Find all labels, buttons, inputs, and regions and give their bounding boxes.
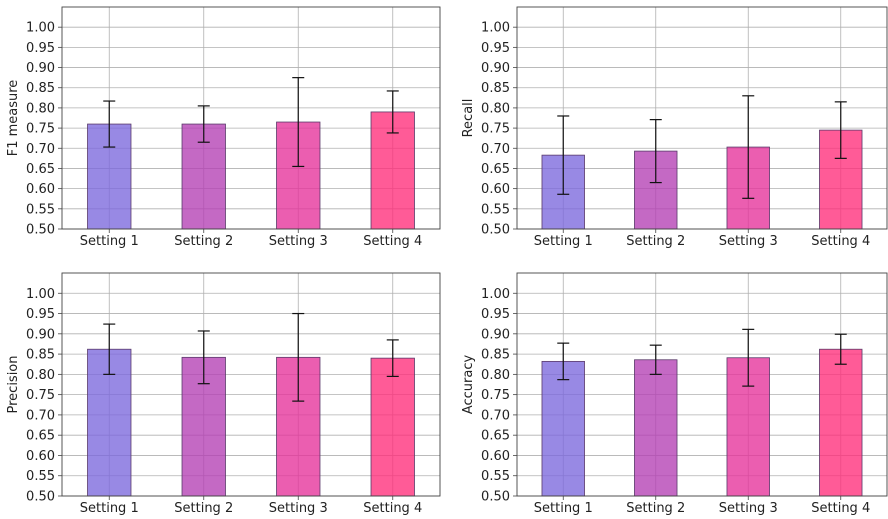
error-bar: [386, 90, 399, 134]
y-tick-label: 0.60: [26, 182, 55, 197]
y-tick-label: 0.70: [26, 142, 55, 157]
x-tick-label: Setting 4: [363, 501, 422, 516]
error-bar: [292, 312, 305, 402]
error-bar: [103, 323, 116, 375]
y-tick-label: 0.70: [26, 408, 55, 423]
y-tick-label: 0.90: [26, 61, 55, 76]
error-bar: [292, 77, 305, 168]
error-bar: [834, 101, 847, 159]
y-tick-label: 0.55: [481, 469, 510, 484]
error-bar: [834, 333, 847, 365]
y-tick-label: 0.65: [481, 162, 510, 177]
y-tick-label: 0.85: [26, 348, 55, 363]
y-tick-label: 0.85: [481, 81, 510, 96]
y-tick-label: 0.65: [26, 429, 55, 444]
y-tick-label: 0.90: [26, 327, 55, 342]
y-tick-label: 0.75: [481, 388, 510, 403]
y-axis-label: Recall: [461, 99, 476, 138]
x-tick-label: Setting 1: [80, 234, 139, 249]
chart-precision: 0.50 0.55 0.60 0.65 0.70 0.75 0.80 0.85 0.90 0.95…: [6, 272, 441, 516]
y-tick-label: 0.50: [481, 223, 510, 238]
error-bar: [742, 95, 755, 199]
y-tick-label: 0.50: [26, 223, 55, 238]
y-tick-label: 0.80: [481, 101, 510, 116]
bar-setting-2: [634, 359, 678, 497]
y-tick-label: 0.55: [481, 202, 510, 217]
y-tick-label: 0.60: [481, 449, 510, 464]
x-tick-label: Setting 3: [719, 234, 778, 249]
x-tick-label: Setting 3: [719, 501, 778, 516]
y-tick-label: 0.70: [481, 408, 510, 423]
y-tick-label: 1.00: [26, 21, 55, 36]
error-bar: [386, 339, 399, 377]
y-tick-label: 0.80: [481, 368, 510, 383]
axes-frame: [516, 6, 888, 230]
x-tick-label: Setting 4: [363, 234, 422, 249]
y-axis-label: Precision: [6, 355, 21, 413]
y-tick-label: 0.90: [481, 61, 510, 76]
error-bar: [103, 100, 116, 148]
y-tick-label: 0.55: [26, 469, 55, 484]
x-tick-label: Setting 4: [811, 234, 870, 249]
x-tick-label: Setting 3: [269, 234, 328, 249]
y-tick-label: 0.95: [26, 41, 55, 56]
y-tick-label: 0.75: [481, 122, 510, 137]
y-tick-label: 0.75: [26, 122, 55, 137]
y-tick-label: 0.60: [481, 182, 510, 197]
bar-setting-4: [370, 357, 415, 497]
y-axis-label: F1 measure: [6, 80, 21, 157]
y-tick-label: 0.95: [26, 307, 55, 322]
y-axis-label: Accuracy: [461, 355, 476, 415]
y-tick-label: 0.85: [26, 81, 55, 96]
error-bar: [649, 119, 662, 184]
chart-f1-measure: 0.50 0.55 0.60 0.65 0.70 0.75 0.80 0.85 0.90 0.95…: [6, 6, 441, 249]
x-tick-label: Setting 2: [174, 501, 233, 516]
bar-setting-1: [541, 360, 585, 497]
y-tick-label: 0.80: [26, 368, 55, 383]
chart-accuracy: 0.50 0.55 0.60 0.65 0.70 0.75 0.80 0.85 0.90 0.95…: [461, 272, 888, 516]
x-tick-label: Setting 1: [80, 501, 139, 516]
y-tick-label: 0.95: [481, 41, 510, 56]
y-tick-label: 0.65: [26, 162, 55, 177]
x-tick-label: Setting 3: [269, 501, 328, 516]
x-tick-label: Setting 4: [811, 501, 870, 516]
y-tick-label: 1.00: [481, 21, 510, 36]
axes-frame: [61, 6, 441, 230]
y-tick-label: 0.75: [26, 388, 55, 403]
y-tick-label: 0.55: [26, 202, 55, 217]
x-tick-label: Setting 2: [626, 234, 685, 249]
y-tick-label: 0.85: [481, 348, 510, 363]
error-bar: [742, 328, 755, 387]
y-tick-label: 0.50: [481, 490, 510, 505]
y-tick-label: 0.65: [481, 429, 510, 444]
x-tick-label: Setting 2: [626, 501, 685, 516]
x-tick-label: Setting 1: [534, 234, 593, 249]
axes-frame: [61, 272, 441, 497]
axes-frame: [516, 272, 888, 497]
bar-setting-4: [819, 348, 863, 497]
y-tick-label: 0.60: [26, 449, 55, 464]
chart-recall: 0.50 0.55 0.60 0.65 0.70 0.75 0.80 0.85 0.90 0.95…: [461, 6, 888, 249]
y-tick-label: 0.80: [26, 101, 55, 116]
error-bar: [197, 330, 210, 385]
y-tick-label: 1.00: [26, 287, 55, 302]
y-tick-label: 1.00: [481, 287, 510, 302]
y-tick-label: 0.90: [481, 327, 510, 342]
y-tick-label: 0.95: [481, 307, 510, 322]
x-tick-label: Setting 1: [534, 501, 593, 516]
error-bar: [557, 115, 570, 195]
error-bar: [649, 344, 662, 375]
x-tick-label: Setting 2: [174, 234, 233, 249]
error-bar: [557, 342, 570, 381]
y-tick-label: 0.50: [26, 490, 55, 505]
error-bar: [197, 105, 210, 143]
y-tick-label: 0.70: [481, 142, 510, 157]
